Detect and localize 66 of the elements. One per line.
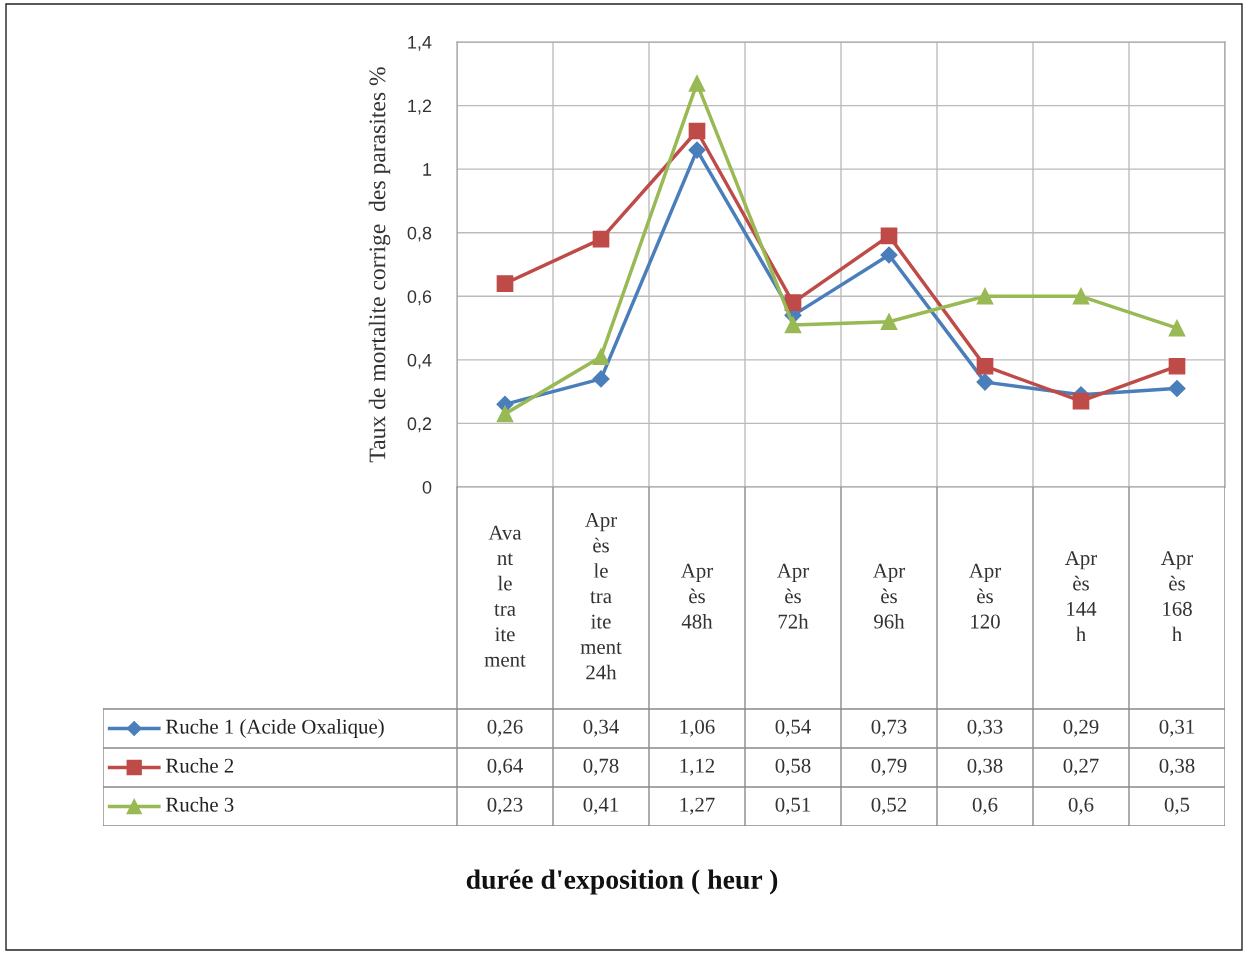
- data-label: 0,29: [1063, 719, 1099, 737]
- x-tick-label: Après 72h: [777, 563, 810, 629]
- x-tick-label: Après 96h: [873, 563, 906, 629]
- point: [496, 275, 514, 292]
- point: [976, 357, 994, 375]
- point: [880, 227, 898, 245]
- y-axis-title: Taux de mortalite corrige des parasites %: [368, 67, 391, 463]
- x-tick-label: Après 168 h: [1161, 551, 1194, 642]
- point: [688, 74, 706, 92]
- point: [784, 294, 802, 311]
- point: [688, 141, 706, 159]
- data-label: 0,5: [1164, 797, 1190, 815]
- y-tick-label: 0,8: [407, 226, 432, 242]
- x-tick-label: Après 120: [969, 563, 1002, 629]
- point: [1072, 287, 1090, 305]
- point: [976, 287, 994, 305]
- point: [592, 370, 610, 388]
- data-label: 1,27: [680, 797, 715, 815]
- y-tick-label: 0,6: [407, 290, 432, 306]
- legend-label: Ruche 3: [166, 797, 234, 812]
- data-label: 0,31: [1159, 719, 1194, 737]
- data-label: 1,06: [680, 719, 715, 737]
- text: durée d'exposition ( heur ): [466, 869, 778, 895]
- point: [688, 122, 706, 140]
- data-label: 0,73: [871, 719, 907, 737]
- data-label: 0,64: [487, 758, 523, 776]
- point: [880, 246, 898, 264]
- data-label: 0,41: [583, 797, 618, 815]
- point: [1168, 357, 1186, 375]
- data-label: 0,6: [972, 797, 998, 815]
- point: [496, 405, 514, 423]
- data-label: 0,78: [583, 758, 619, 776]
- x-tick-label: Après 48h: [681, 563, 714, 629]
- x-tick-label: Après le traitement 24h: [580, 513, 622, 680]
- data-label: 0,51: [775, 797, 810, 815]
- data-label: 0,79: [871, 758, 907, 776]
- point: [1168, 379, 1186, 398]
- x-tick-label: Après 144 h: [1065, 551, 1098, 642]
- data-label: 0,26: [487, 719, 523, 737]
- y-tick-label: 0: [422, 480, 432, 494]
- data-label: 0,6: [1068, 797, 1094, 815]
- point: [1168, 319, 1186, 337]
- y-tick-label: 1,2: [408, 99, 432, 115]
- point: [880, 313, 898, 331]
- legend-label: Ruche 1 (Acide Oxalique): [166, 719, 384, 738]
- data-label: 1,12: [680, 758, 715, 776]
- point: [976, 373, 994, 391]
- point: [784, 316, 802, 334]
- data-label: 0,54: [775, 719, 811, 737]
- data-label: 0,23: [487, 797, 523, 815]
- data-label: 0,34: [583, 719, 619, 737]
- data-label: 0,27: [1063, 758, 1099, 776]
- point: [1072, 392, 1090, 410]
- y-tick-label: 0,4: [407, 353, 432, 369]
- point: [592, 230, 610, 248]
- x-tick-label: Avant le traitement: [484, 525, 526, 667]
- point: [592, 348, 610, 366]
- y-tick-label: 1,4: [408, 36, 432, 51]
- data-label: 0,33: [967, 719, 1003, 737]
- y-tick-label: 0,2: [407, 417, 432, 433]
- data-label: 0,38: [1159, 758, 1195, 776]
- legend-label: Ruche 2: [166, 758, 234, 773]
- data-label: 0,58: [775, 758, 811, 776]
- data-label: 0,38: [967, 758, 1003, 776]
- data-label: 0,52: [871, 797, 907, 815]
- y-tick-label: 1: [423, 163, 432, 176]
